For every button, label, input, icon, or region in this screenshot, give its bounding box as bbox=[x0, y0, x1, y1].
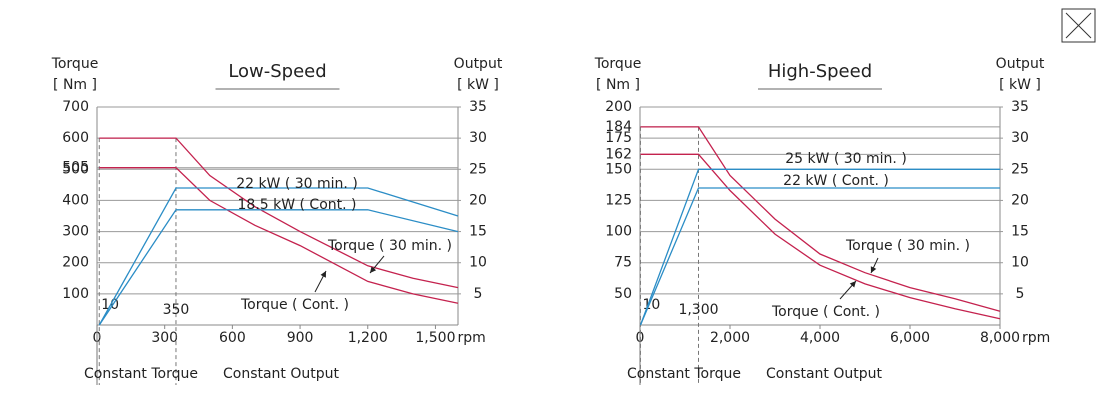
x-tick-label: 8,000 bbox=[980, 330, 1020, 346]
y2-tick-label: 35 bbox=[469, 99, 487, 115]
x-tick-label: 6,000 bbox=[890, 330, 930, 346]
y-tick-label: 150 bbox=[605, 161, 632, 177]
y-tick-label: 300 bbox=[62, 224, 89, 240]
x-tick-label: 2,000 bbox=[710, 330, 750, 346]
y2-tick-label: 5 bbox=[474, 286, 483, 302]
y2-tick-label: 25 bbox=[1011, 161, 1029, 177]
y-axis-title: Torque bbox=[51, 56, 99, 72]
y2-tick-label: 30 bbox=[1011, 130, 1029, 146]
x-tick-label: 1,500 bbox=[415, 330, 455, 346]
y2-axis-title: Output bbox=[996, 56, 1045, 72]
x-tick-label: 4,000 bbox=[800, 330, 840, 346]
y2-tick-label: 20 bbox=[1011, 192, 1029, 208]
series-label: 22 kW ( Cont. ) bbox=[783, 173, 889, 189]
chart-title: Low-Speed bbox=[228, 61, 326, 82]
y2-tick-label: 15 bbox=[469, 224, 487, 240]
y2-tick-label: 20 bbox=[469, 192, 487, 208]
x-tick-label: 900 bbox=[287, 330, 314, 346]
series-label: Torque ( Cont. ) bbox=[771, 304, 880, 320]
series-line bbox=[639, 187, 1000, 326]
y2-tick-label: 30 bbox=[469, 130, 487, 146]
y-tick-label: 505 bbox=[62, 160, 89, 176]
y-tick-label: 200 bbox=[62, 255, 89, 271]
y-axis-unit: [ Nm ] bbox=[596, 77, 640, 93]
y2-axis-unit: [ kW ] bbox=[457, 77, 499, 93]
series-label: 18.5 kW ( Cont. ) bbox=[238, 197, 357, 213]
y-tick-label: 125 bbox=[605, 192, 632, 208]
x-tick-label: 1,200 bbox=[348, 330, 388, 346]
arrow-head bbox=[849, 281, 856, 288]
y-axis-unit: [ Nm ] bbox=[53, 77, 97, 93]
y-tick-label: 400 bbox=[62, 192, 89, 208]
y-tick-label: 500 bbox=[62, 161, 89, 177]
close-button[interactable] bbox=[1061, 8, 1096, 43]
y-axis-title: Torque bbox=[594, 56, 642, 72]
arrow-head bbox=[370, 266, 377, 273]
y-tick-label: 162 bbox=[605, 146, 632, 162]
series-line bbox=[99, 167, 459, 304]
region-label: Constant Torque bbox=[84, 366, 198, 382]
y-tick-label: 184 bbox=[605, 119, 632, 135]
y2-tick-label: 25 bbox=[469, 161, 487, 177]
region-label: Constant Output bbox=[766, 366, 883, 382]
chart-title: High-Speed bbox=[768, 61, 872, 82]
region-label: Constant Torque bbox=[627, 366, 741, 382]
y2-axis-unit: [ kW ] bbox=[999, 77, 1041, 93]
close-x[interactable] bbox=[1065, 12, 1092, 39]
series-label: 25 kW ( 30 min. ) bbox=[785, 151, 907, 167]
y-tick-label: 50 bbox=[614, 286, 632, 302]
x-tick-label: 300 bbox=[151, 330, 178, 346]
y2-tick-label: 10 bbox=[1011, 255, 1029, 271]
series-label: Torque ( Cont. ) bbox=[240, 297, 349, 313]
series-line bbox=[640, 126, 1001, 312]
y-tick-label: 100 bbox=[605, 224, 632, 240]
x-axis-unit: rpm bbox=[457, 330, 485, 346]
x-tick-label: 600 bbox=[219, 330, 246, 346]
y2-tick-label: 35 bbox=[1011, 99, 1029, 115]
series-label: Torque ( 30 min. ) bbox=[845, 238, 970, 254]
y-tick-label: 700 bbox=[62, 99, 89, 115]
series-line bbox=[98, 209, 459, 326]
series-label: 22 kW ( 30 min. ) bbox=[236, 176, 358, 192]
y2-tick-label: 15 bbox=[1011, 224, 1029, 240]
y2-axis-title: Output bbox=[454, 56, 503, 72]
series-line bbox=[640, 153, 1001, 320]
series-line bbox=[98, 187, 459, 326]
y-tick-label: 75 bbox=[614, 255, 632, 271]
y-tick-label: 200 bbox=[605, 99, 632, 115]
series-line bbox=[639, 168, 1000, 326]
series-label: Torque ( 30 min. ) bbox=[327, 238, 452, 254]
arrow-head bbox=[870, 266, 877, 273]
y-tick-label: 175 bbox=[605, 130, 632, 146]
series-line bbox=[99, 137, 459, 289]
arrow-head bbox=[320, 271, 326, 278]
marker-label: 1,300 bbox=[678, 302, 718, 318]
x-axis-unit: rpm bbox=[1022, 330, 1050, 346]
y-tick-label: 100 bbox=[62, 286, 89, 302]
y2-tick-label: 5 bbox=[1016, 286, 1025, 302]
marker-label: 350 bbox=[163, 302, 190, 318]
y-tick-label: 600 bbox=[62, 130, 89, 146]
y2-tick-label: 10 bbox=[469, 255, 487, 271]
region-label: Constant Output bbox=[223, 366, 340, 382]
